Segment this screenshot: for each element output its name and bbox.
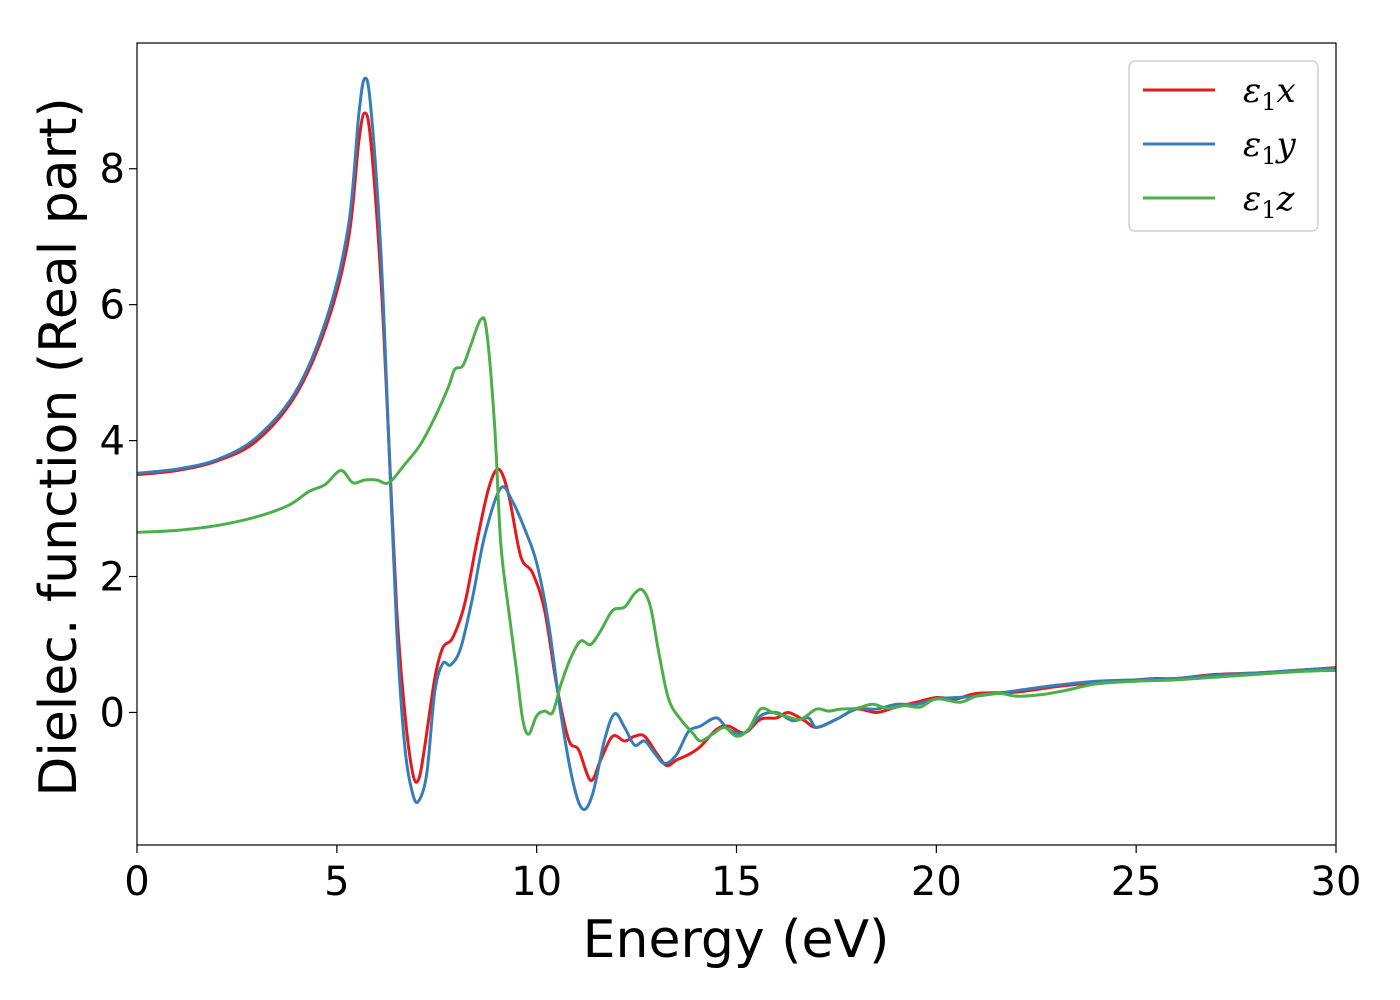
x-tick-label: 0 [124,859,149,905]
series-line-z [137,316,1336,743]
x-tick-label: 25 [1111,859,1162,905]
x-tick-label: 15 [711,859,762,905]
x-tick-label: 10 [511,859,562,905]
legend-box [1128,60,1319,232]
legend-label-z: ε1z [1243,179,1296,224]
y-axis-label: Dielec. function (Real part) [29,97,89,796]
y-tick-label: 6 [100,283,125,329]
y-tick-label: 4 [100,419,125,465]
plot-area [137,76,1336,811]
legend-label-y: ε1y [1243,125,1297,170]
x-tick-label: 5 [324,859,349,905]
axes: 0 5 10 15 20 25 30 0 2 4 6 8 [100,42,1362,905]
y-tick-label: 0 [100,690,125,736]
legend-label-x: ε1x [1243,71,1296,116]
x-tick-label: 20 [911,859,962,905]
series-line-y [137,76,1336,811]
x-tick-label: 30 [1311,859,1362,905]
legend: ε1x ε1y ε1z [1128,60,1319,232]
y-tick-label: 2 [100,555,125,601]
x-axis-label: Energy (eV) [583,910,890,970]
y-tick-label: 8 [100,147,125,193]
